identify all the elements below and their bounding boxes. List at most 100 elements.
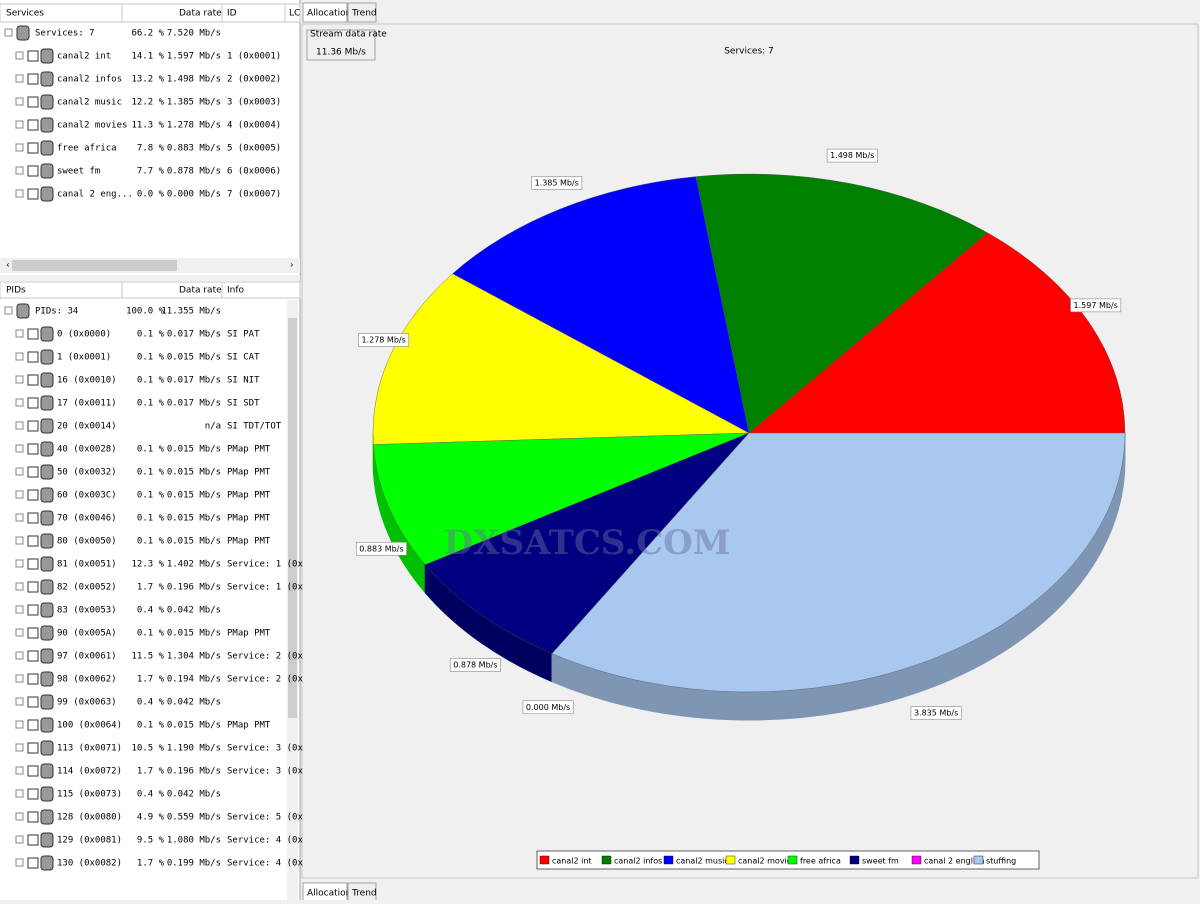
legend-label[interactable]: free africa — [800, 857, 841, 866]
expander[interactable] — [16, 167, 23, 174]
expander[interactable] — [16, 744, 23, 751]
expander[interactable] — [16, 514, 23, 521]
tab-label[interactable]: Allocation — [307, 889, 351, 899]
checkbox[interactable] — [28, 720, 38, 730]
scroll-thumb[interactable] — [12, 260, 177, 271]
expander[interactable] — [16, 537, 23, 544]
checkbox[interactable] — [28, 97, 38, 107]
checkbox[interactable] — [28, 536, 38, 546]
expander[interactable] — [16, 606, 23, 613]
expander[interactable] — [16, 75, 23, 82]
checkbox[interactable] — [28, 858, 38, 868]
expander[interactable] — [16, 121, 23, 128]
expander[interactable] — [16, 491, 23, 498]
expander[interactable] — [16, 422, 23, 429]
checkbox[interactable] — [28, 189, 38, 199]
expander[interactable] — [16, 767, 23, 774]
legend-label[interactable]: stuffing — [986, 857, 1016, 866]
legend-swatch[interactable] — [850, 856, 859, 864]
expander[interactable] — [16, 376, 23, 383]
checkbox[interactable] — [28, 559, 38, 569]
row-rate: 0.042 Mb/s — [167, 698, 221, 708]
expander[interactable] — [5, 29, 12, 36]
expander[interactable] — [16, 583, 23, 590]
checkbox[interactable] — [28, 812, 38, 822]
legend-label[interactable]: sweet fm — [862, 857, 899, 866]
checkbox[interactable] — [28, 674, 38, 684]
expander[interactable] — [16, 52, 23, 59]
checkbox[interactable] — [28, 51, 38, 61]
checkbox[interactable] — [28, 743, 38, 753]
checkbox[interactable] — [28, 490, 38, 500]
row-name: 82 (0x0052) — [57, 583, 117, 593]
expander[interactable] — [16, 330, 23, 337]
legend-swatch[interactable] — [602, 856, 611, 864]
checkbox[interactable] — [28, 697, 38, 707]
row-name: 60 (0x003C) — [57, 491, 117, 501]
expander[interactable] — [16, 353, 23, 360]
checkbox[interactable] — [28, 835, 38, 845]
legend-label[interactable]: canal2 int — [552, 857, 592, 866]
icon — [41, 419, 53, 433]
legend-swatch[interactable] — [664, 856, 673, 864]
row-rate: 0.878 Mb/s — [167, 167, 221, 177]
tab-label[interactable]: Trend — [351, 9, 377, 19]
tab-label[interactable]: Trend — [351, 889, 377, 899]
checkbox[interactable] — [28, 398, 38, 408]
expander[interactable] — [16, 675, 23, 682]
legend-label[interactable]: canal2 infos — [614, 857, 662, 866]
expander[interactable] — [16, 813, 23, 820]
checkbox[interactable] — [28, 467, 38, 477]
tab-label[interactable]: Allocation — [307, 9, 351, 19]
row-info: Service: 2 (0x — [227, 652, 303, 662]
row-rate: 0.015 Mb/s — [167, 629, 221, 639]
checkbox[interactable] — [28, 329, 38, 339]
expander[interactable] — [16, 859, 23, 866]
row-name: free africa — [57, 144, 117, 154]
icon — [41, 810, 53, 824]
legend-swatch[interactable] — [788, 856, 797, 864]
checkbox[interactable] — [28, 766, 38, 776]
expander[interactable] — [16, 652, 23, 659]
expander[interactable] — [16, 190, 23, 197]
checkbox[interactable] — [28, 628, 38, 638]
checkbox[interactable] — [28, 582, 38, 592]
expander[interactable] — [16, 468, 23, 475]
checkbox[interactable] — [28, 166, 38, 176]
expander[interactable] — [16, 98, 23, 105]
legend-swatch[interactable] — [540, 856, 549, 864]
legend-swatch[interactable] — [912, 856, 921, 864]
checkbox[interactable] — [28, 421, 38, 431]
checkbox[interactable] — [28, 143, 38, 153]
checkbox[interactable] — [28, 651, 38, 661]
legend-label[interactable]: canal2 movies — [738, 857, 796, 866]
legend-swatch[interactable] — [726, 856, 735, 864]
checkbox[interactable] — [28, 444, 38, 454]
checkbox[interactable] — [28, 789, 38, 799]
row-rate: 1.080 Mb/s — [167, 836, 221, 846]
stream-value: 11.36 Mb/s — [316, 48, 366, 58]
row-name: 81 (0x0051) — [57, 560, 117, 570]
expander[interactable] — [16, 445, 23, 452]
expander[interactable] — [16, 698, 23, 705]
expander[interactable] — [16, 836, 23, 843]
legend-swatch[interactable] — [974, 856, 983, 864]
expander[interactable] — [5, 307, 12, 314]
expander[interactable] — [16, 790, 23, 797]
expander[interactable] — [16, 721, 23, 728]
checkbox[interactable] — [28, 513, 38, 523]
checkbox[interactable] — [28, 120, 38, 130]
scroll-left[interactable]: ‹ — [6, 261, 10, 271]
checkbox[interactable] — [28, 74, 38, 84]
icon — [41, 511, 53, 525]
checkbox[interactable] — [28, 605, 38, 615]
row-percent: 0.1 % — [137, 721, 165, 731]
expander[interactable] — [16, 560, 23, 567]
legend-label[interactable]: canal2 music — [676, 857, 729, 866]
expander[interactable] — [16, 399, 23, 406]
checkbox[interactable] — [28, 352, 38, 362]
scroll-right[interactable]: › — [290, 261, 294, 271]
checkbox[interactable] — [28, 375, 38, 385]
expander[interactable] — [16, 144, 23, 151]
expander[interactable] — [16, 629, 23, 636]
